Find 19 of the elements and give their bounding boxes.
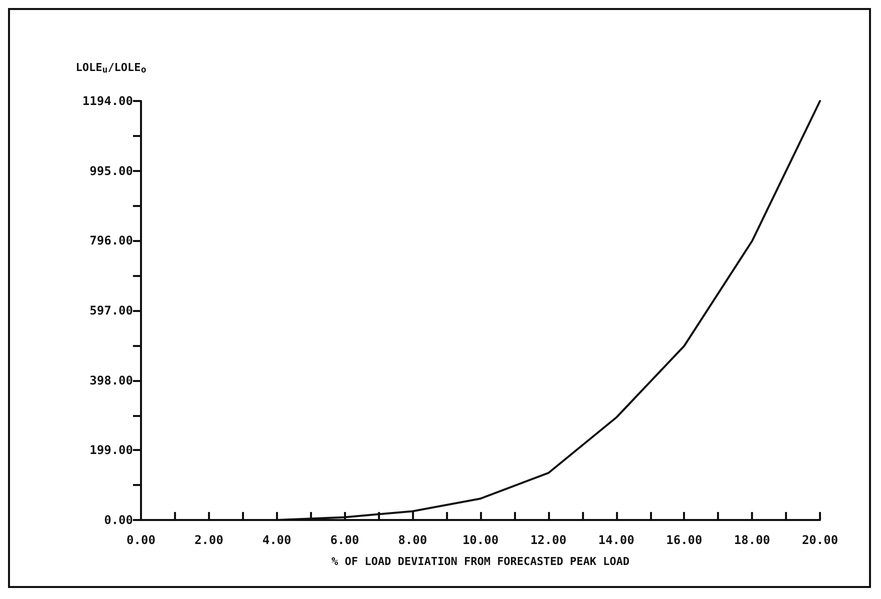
y-tick-label: 1194.00 [82,94,133,108]
x-tick-label: 8.00 [398,533,428,547]
x-tick-label: 2.00 [194,533,224,547]
y-tick-label: 199.00 [90,443,133,458]
y-tick-label: 796.00 [90,234,133,248]
y-tick-label: 597.00 [90,304,133,318]
y-tick-label: 995.00 [90,164,133,178]
x-tick-label: 10.00 [462,533,499,547]
y-tick-label: 0.00 [104,513,133,527]
x-axis-title: % OF LOAD DEVIATION FROM FORECASTED PEAK LOAD [331,555,630,568]
x-tick-label: 4.00 [262,533,292,547]
y-tick-label: 398.00 [90,373,133,388]
x-tick-label: 14.00 [598,533,634,547]
x-tick-label: 6.00 [330,533,360,547]
x-tick-label: 16.00 [666,533,702,547]
x-tick-label: 0.00 [126,533,156,547]
x-tick-label: 20.00 [802,533,838,547]
x-tick-label: 12.00 [530,533,566,547]
x-tick-label: 18.00 [734,533,770,547]
